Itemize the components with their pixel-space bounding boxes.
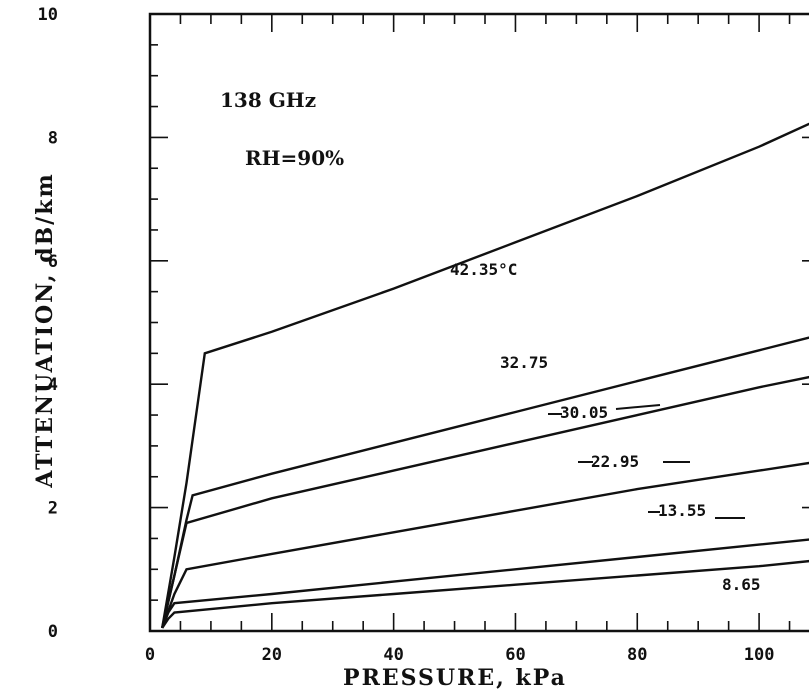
curve-label-42: 42.35°C	[450, 260, 517, 279]
curve-label-13: 13.55	[658, 501, 706, 520]
x-tick-label: 60	[505, 645, 525, 665]
x-tick-label: 40	[383, 645, 403, 665]
series-line-2	[161, 375, 809, 629]
y-tick-label: 4	[48, 375, 58, 395]
series-line-1	[161, 336, 809, 629]
y-tick-label: 10	[38, 5, 58, 25]
x-tick-label: 0	[145, 645, 155, 665]
y-tick-label: 0	[48, 622, 58, 642]
series-line-0	[161, 122, 809, 629]
series-line-4	[161, 538, 809, 629]
humidity-annotation: RH=90%	[245, 146, 344, 170]
label-leader	[615, 404, 661, 410]
y-tick-label: 2	[48, 499, 58, 519]
x-tick-label: 100	[744, 645, 775, 665]
x-tick-label: 20	[262, 645, 282, 665]
tick-marks	[149, 13, 809, 632]
series-line-5	[161, 559, 809, 629]
y-tick-label: 6	[48, 252, 58, 272]
y-tick-label: 8	[48, 128, 58, 148]
x-tick-label: 80	[627, 645, 647, 665]
series-lines	[161, 122, 809, 629]
series-line-3	[161, 461, 809, 629]
curve-label-22: 22.95	[591, 452, 639, 471]
x-tick-labels: 0 20 40 60 80 100	[145, 645, 775, 665]
x-axis-title: PRESSURE, kPa	[343, 665, 567, 691]
curve-label-30: 30.05	[560, 403, 608, 422]
curve-label-8: 8.65	[722, 575, 761, 594]
frequency-annotation: 138 GHz	[220, 88, 316, 112]
y-axis-title: ATTENUATION, dB/km	[32, 172, 58, 488]
y-tick-labels: 0 2 4 6 8 10	[38, 5, 58, 642]
curve-label-32: 32.75	[500, 353, 548, 372]
